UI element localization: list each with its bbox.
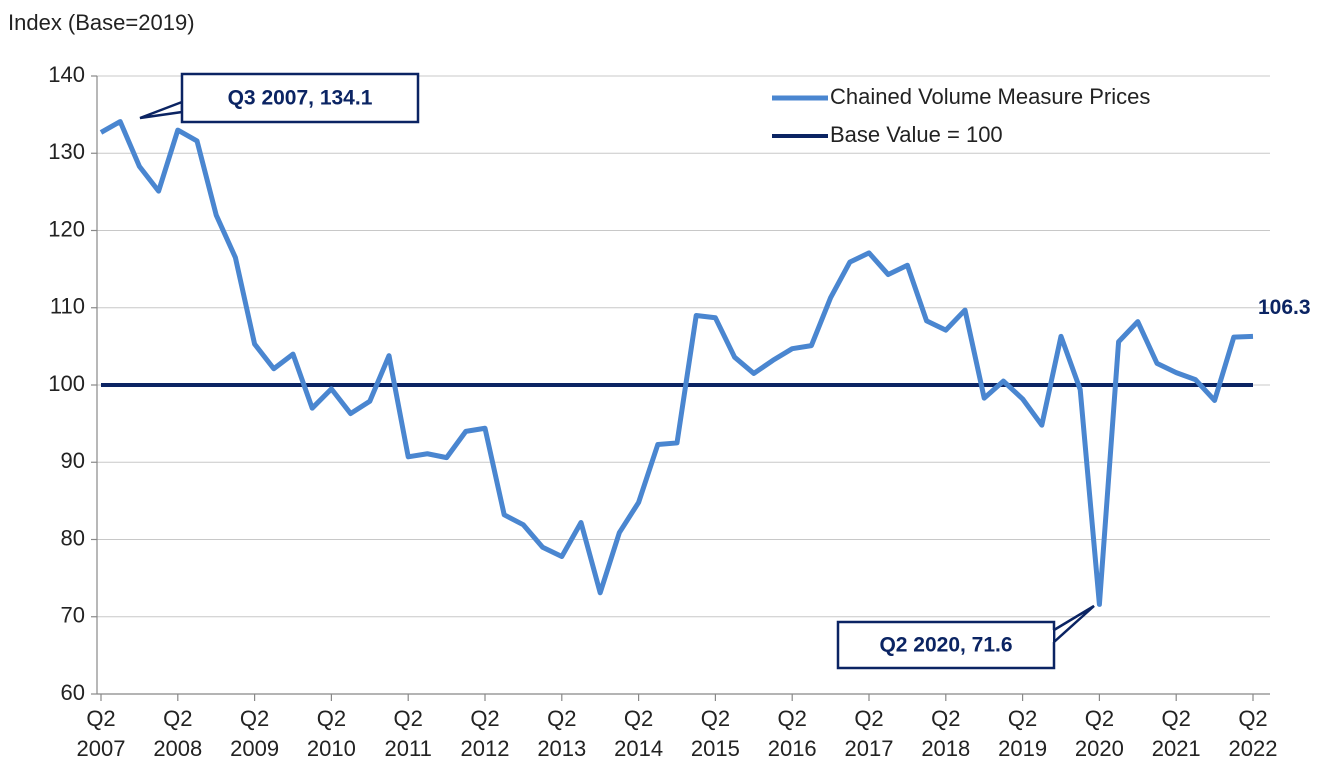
x-tick-label: Q2 2007 <box>77 706 126 761</box>
y-tick-label: 140 <box>48 62 85 87</box>
x-tick-label: Q2 2020 <box>1075 706 1124 761</box>
x-tick-label: Q2 2016 <box>768 706 817 761</box>
series-line <box>99 119 1254 607</box>
x-tick-label: Q2 2008 <box>153 706 202 761</box>
callout-joint <box>183 102 186 112</box>
callout-tail <box>139 100 184 120</box>
x-tick-label: Q2 2011 <box>385 706 432 761</box>
callout-joint <box>1051 630 1053 642</box>
x-tick-label: Q2 2015 <box>691 706 740 761</box>
x-tick-label: Q2 2022 <box>1229 706 1278 761</box>
y-tick-label: 80 <box>61 525 85 550</box>
y-tick-label: 90 <box>61 448 85 473</box>
callout-tail <box>1052 604 1095 645</box>
x-tick-label: Q2 2014 <box>614 706 663 761</box>
y-tick-label: 120 <box>48 216 85 241</box>
x-tick-label: Q2 2009 <box>230 706 279 761</box>
y-tick-label: 100 <box>48 371 85 396</box>
x-tick-label: Q2 2017 <box>845 706 894 761</box>
data-label: Q3 2007, 134.1 <box>228 87 373 110</box>
y-tick-label: 110 <box>50 294 85 319</box>
legend-label: Chained Volume Measure Prices <box>830 84 1150 109</box>
y-tick-label: 70 <box>61 603 85 628</box>
callout-box <box>836 620 1056 670</box>
data-label: 106.3 <box>1258 296 1311 319</box>
y-tick-label: 130 <box>48 139 85 164</box>
y-axis-label: Index (Base=2019) <box>8 10 195 35</box>
data-label: Q2 2020, 71.6 <box>879 634 1012 657</box>
x-tick-label: Q2 2018 <box>921 706 970 761</box>
x-tick-label: Q2 2013 <box>537 706 586 761</box>
x-tick-label: Q2 2010 <box>307 706 356 761</box>
x-tick-label: Q2 2021 <box>1152 706 1201 761</box>
callout-box <box>180 72 420 124</box>
x-tick-label: Q2 2012 <box>461 706 510 761</box>
x-tick-label: Q2 2019 <box>998 706 1047 761</box>
legend-label: Base Value = 100 <box>830 122 1003 147</box>
y-tick-label: 60 <box>61 680 85 705</box>
